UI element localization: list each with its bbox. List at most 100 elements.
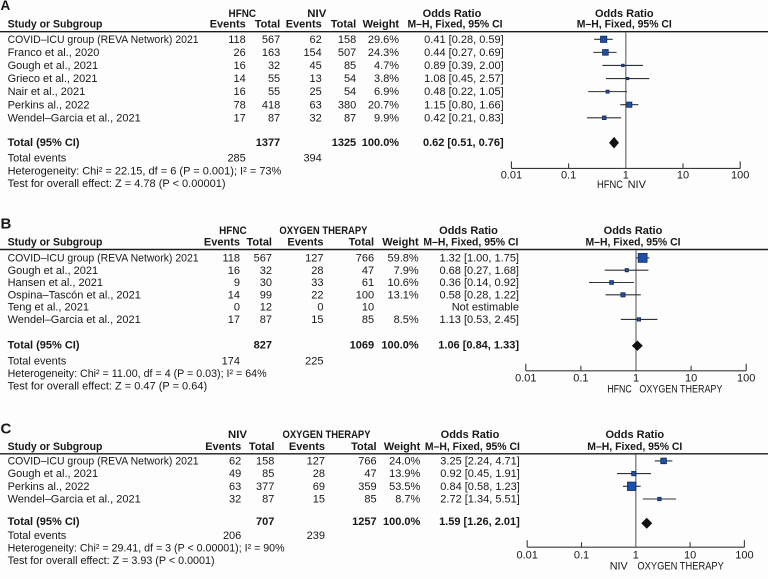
svg-text:Total events: Total events — [8, 153, 67, 165]
svg-text:1325: 1325 — [332, 137, 356, 149]
svg-text:14: 14 — [228, 289, 240, 301]
svg-text:Grieco et al., 2021: Grieco et al., 2021 — [8, 73, 98, 85]
svg-text:Total (95% CI): Total (95% CI) — [8, 516, 80, 528]
svg-text:30: 30 — [260, 277, 272, 289]
svg-text:16: 16 — [234, 86, 246, 98]
svg-text:Total events: Total events — [8, 355, 67, 367]
svg-text:158: 158 — [338, 34, 356, 46]
svg-text:12: 12 — [260, 302, 272, 314]
svg-text:0.01: 0.01 — [515, 372, 536, 384]
svg-text:Total events: Total events — [8, 530, 67, 542]
svg-text:M–H, Fixed, 95% CI: M–H, Fixed, 95% CI — [408, 19, 503, 31]
svg-text:Weight: Weight — [363, 19, 400, 31]
svg-text:100.0%: 100.0% — [362, 137, 400, 149]
svg-text:0.89 [0.39, 2.00]: 0.89 [0.39, 2.00] — [424, 60, 504, 72]
svg-text:17: 17 — [234, 112, 246, 124]
svg-text:10: 10 — [684, 550, 696, 562]
svg-text:0.42 [0.21, 0.83]: 0.42 [0.21, 0.83] — [424, 112, 504, 124]
svg-text:Events: Events — [205, 441, 241, 453]
svg-text:Events: Events — [286, 19, 322, 31]
svg-text:22: 22 — [311, 289, 323, 301]
svg-text:0.84 [0.58, 1.23]: 0.84 [0.58, 1.23] — [440, 481, 520, 493]
svg-text:10: 10 — [685, 372, 697, 384]
svg-text:1.06 [0.84, 1.33]: 1.06 [0.84, 1.33] — [438, 339, 519, 351]
svg-text:206: 206 — [223, 530, 241, 542]
svg-text:2.72 [1.34, 5.51]: 2.72 [1.34, 5.51] — [440, 494, 520, 506]
svg-text:0.41 [0.28, 0.59]: 0.41 [0.28, 0.59] — [424, 34, 504, 46]
svg-text:Gough et al., 2021: Gough et al., 2021 — [8, 468, 99, 480]
svg-text:10: 10 — [362, 302, 374, 314]
svg-text:Total (95% CI): Total (95% CI) — [8, 339, 80, 351]
svg-text:118: 118 — [222, 253, 240, 265]
svg-text:Perkins al., 2022: Perkins al., 2022 — [8, 481, 90, 493]
svg-text:54: 54 — [344, 86, 356, 98]
svg-text:COVID–ICU group (REVA Network): COVID–ICU group (REVA Network) 2021 — [8, 456, 199, 468]
svg-text:16: 16 — [228, 265, 240, 277]
svg-text:15: 15 — [311, 314, 323, 326]
svg-text:100: 100 — [737, 372, 755, 384]
svg-text:17: 17 — [228, 314, 240, 326]
svg-text:HFNC: HFNC — [219, 225, 247, 237]
svg-text:4.7%: 4.7% — [374, 60, 399, 72]
svg-text:Study or Subgroup: Study or Subgroup — [8, 19, 103, 31]
svg-text:32: 32 — [229, 494, 241, 506]
svg-text:16: 16 — [234, 60, 246, 72]
svg-text:A: A — [1, 0, 11, 13]
svg-text:0.44 [0.27, 0.69]: 0.44 [0.27, 0.69] — [424, 47, 504, 59]
svg-text:Total (95% CI): Total (95% CI) — [8, 137, 80, 149]
svg-text:6.9%: 6.9% — [374, 86, 399, 98]
svg-text:285: 285 — [227, 153, 245, 165]
svg-text:Wendel–Garcia et al., 2021: Wendel–Garcia et al., 2021 — [8, 112, 141, 124]
svg-text:85: 85 — [262, 468, 274, 480]
svg-text:78: 78 — [234, 99, 246, 111]
svg-text:567: 567 — [254, 253, 272, 265]
svg-text:Test for overall effect: Z = 0: Test for overall effect: Z = 0.47 (P = 0… — [8, 380, 208, 392]
svg-text:24.3%: 24.3% — [368, 47, 399, 59]
svg-text:87: 87 — [260, 314, 272, 326]
svg-text:7.9%: 7.9% — [394, 265, 419, 277]
svg-text:0.1: 0.1 — [573, 372, 588, 384]
svg-text:0: 0 — [317, 302, 323, 314]
svg-text:Test for overall effect: Z = 4: Test for overall effect: Z = 4.78 (P < 0… — [8, 178, 226, 190]
svg-text:OXYGEN THERAPY: OXYGEN THERAPY — [637, 561, 724, 573]
svg-text:507: 507 — [338, 47, 356, 59]
svg-text:NIV: NIV — [610, 561, 629, 573]
svg-text:418: 418 — [262, 99, 280, 111]
svg-text:M–H, Fixed, 95% CI: M–H, Fixed, 95% CI — [425, 441, 520, 453]
svg-text:Events: Events — [289, 441, 325, 453]
svg-text:87: 87 — [344, 112, 356, 124]
svg-text:24.0%: 24.0% — [389, 456, 420, 468]
svg-text:COVID–ICU group (REVA Network): COVID–ICU group (REVA Network) 2021 — [8, 253, 199, 265]
svg-text:Odds Ratio: Odds Ratio — [439, 225, 498, 237]
svg-text:Total: Total — [255, 19, 280, 31]
svg-text:100: 100 — [735, 550, 753, 562]
svg-text:239: 239 — [307, 530, 325, 542]
svg-text:0.62 [0.51, 0.76]: 0.62 [0.51, 0.76] — [423, 137, 504, 149]
svg-text:Events: Events — [287, 237, 323, 249]
svg-text:54: 54 — [344, 73, 356, 85]
svg-text:567: 567 — [262, 34, 280, 46]
svg-text:M–H, Fixed, 95% CI: M–H, Fixed, 95% CI — [577, 19, 672, 31]
svg-text:13.1%: 13.1% — [387, 289, 418, 301]
svg-text:0.36 [0.14, 0.92]: 0.36 [0.14, 0.92] — [439, 277, 519, 289]
svg-text:55: 55 — [268, 73, 280, 85]
svg-text:10.6%: 10.6% — [387, 277, 418, 289]
svg-text:Total: Total — [247, 237, 272, 249]
svg-text:0.58 [0.28, 1.22]: 0.58 [0.28, 1.22] — [439, 289, 519, 301]
svg-text:M–H, Fixed, 95% CI: M–H, Fixed, 95% CI — [586, 237, 681, 249]
svg-text:Events: Events — [210, 19, 246, 31]
svg-text:Heterogeneity: Chi² = 29.41, d: Heterogeneity: Chi² = 29.41, df = 3 (P <… — [8, 543, 285, 555]
svg-text:Teng et al., 2021: Teng et al., 2021 — [8, 302, 89, 314]
svg-text:C: C — [1, 421, 12, 438]
svg-text:62: 62 — [310, 34, 322, 46]
svg-text:Odds Ratio: Odds Ratio — [423, 8, 482, 20]
svg-text:Odds Ratio: Odds Ratio — [441, 429, 500, 441]
svg-text:9.9%: 9.9% — [374, 112, 399, 124]
svg-text:3.8%: 3.8% — [374, 73, 399, 85]
svg-text:1.08 [0.45, 2.57]: 1.08 [0.45, 2.57] — [424, 73, 504, 85]
svg-text:1257: 1257 — [352, 516, 376, 528]
svg-text:377: 377 — [256, 481, 274, 493]
svg-text:100.0%: 100.0% — [381, 339, 419, 351]
svg-text:8.7%: 8.7% — [395, 494, 420, 506]
svg-text:Study or Subgroup: Study or Subgroup — [8, 237, 103, 249]
